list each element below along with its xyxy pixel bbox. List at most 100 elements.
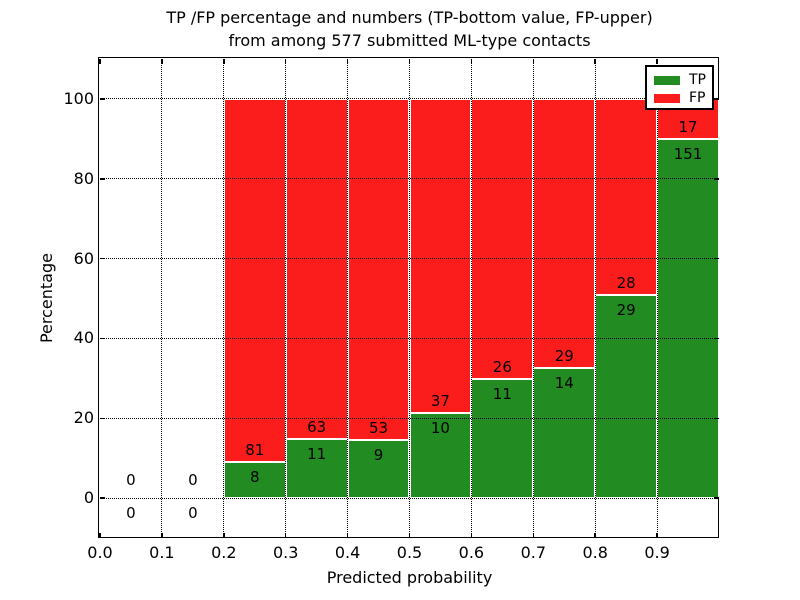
tp-count-label: 0 [188,504,198,523]
y-tick [100,178,105,180]
x-tick-label: 0.2 [211,543,237,562]
bar-tp-segment [347,440,410,499]
x-tick [594,533,596,538]
x-tick-label: 0.9 [644,543,670,562]
x-tick [532,533,535,538]
tp-count-label: 14 [554,374,574,393]
x-gridline [594,59,596,538]
legend-item-tp: TP [654,72,712,89]
bar-tp-segment [657,139,719,499]
x-tick-top [284,59,287,64]
x-tick [284,533,287,538]
fp-count-label: 28 [616,273,636,292]
x-tick-top [223,59,225,64]
fp-count-label: 63 [307,417,327,436]
legend-item-fp: FP [654,90,712,107]
tp-count-label: 10 [430,419,450,438]
y-tick [100,417,105,419]
y-tick-label: 0 [83,488,94,508]
y-tick-label: 60 [73,248,94,268]
y-tick-right [714,98,719,100]
y-tick [100,497,105,499]
bar-fp-segment [347,98,410,441]
tp-count-label: 11 [307,444,327,463]
bar-fp-segment [409,98,472,414]
legend-label-tp: TP [689,72,706,88]
bar-fp-segment [595,98,658,295]
x-tick [470,533,473,538]
x-gridline [223,59,225,538]
tp-count-label: 9 [373,446,384,465]
x-gridline [532,59,534,538]
fp-count-label: 37 [430,392,450,411]
y-tick-label: 80 [73,168,94,188]
x-tick-top [594,59,596,64]
bar-fp-segment [533,98,596,369]
fp-count-label: 0 [188,471,198,490]
legend: TP FP [645,65,714,110]
x-tick [656,533,658,538]
y-tick-right [714,417,719,419]
x-tick-top [470,59,473,64]
y-tick [100,337,105,340]
x-tick [223,533,225,538]
chart-title-line2: from among 577 submitted ML-type contact… [228,31,591,50]
bar-fp-segment [223,98,286,463]
bar-tp-segment [533,368,596,499]
x-tick-label: 0.7 [520,543,547,562]
tp-count-label: 0 [126,504,136,523]
x-tick-top [532,59,535,64]
y-tick-label: 20 [73,408,94,428]
x-tick-label: 0.6 [458,543,485,562]
tp-count-label: 11 [492,385,512,404]
y-tick-right [714,178,719,180]
y-tick-right [714,337,719,340]
x-tick [408,533,411,538]
tp-count-label: 151 [673,145,703,164]
x-tick-label: 0.8 [582,543,608,562]
y-tick-label: 100 [63,88,94,108]
x-tick [346,533,349,538]
y-tick-label: 40 [73,328,94,348]
x-axis-label: Predicted probability [326,568,493,587]
y-tick [100,257,105,260]
x-tick-top [656,59,658,64]
tp-count-label: 29 [616,300,636,319]
x-tick-top [161,59,163,64]
x-tick-label: 0.0 [87,543,113,562]
legend-swatch-fp-icon [654,94,680,103]
x-tick-label: 0.4 [334,543,361,562]
x-tick-label: 0.3 [272,543,299,562]
chart-title-line1: TP /FP percentage and numbers (TP-bottom… [166,8,653,27]
bar-tp-segment [595,294,658,499]
x-tick-top [408,59,411,64]
x-gridline [470,59,472,538]
bar-tp-segment [223,462,286,499]
x-gridline [347,59,349,538]
x-gridline [161,59,163,538]
fp-count-label: 29 [554,347,574,366]
fp-count-label: 26 [492,358,512,377]
chart-title: TP /FP percentage and numbers (TP-bottom… [100,6,719,52]
fp-count-label: 81 [245,441,265,460]
x-gridline [656,59,658,538]
x-gridline [409,59,410,538]
y-tick-right [714,497,719,499]
x-tick-label: 0.5 [396,543,423,562]
y-tick-right [714,257,719,260]
x-tick-top [99,59,101,64]
bar-fp-segment [285,98,348,439]
x-tick-top [346,59,349,64]
y-tick [100,98,105,100]
plot-area: Percentage Predicted probability TP FP 0… [37,59,719,587]
bar-fp-segment [471,98,534,380]
fp-count-label: 17 [678,118,698,137]
fp-count-label: 53 [368,419,389,438]
x-tick [99,533,101,538]
tp-count-label: 8 [249,468,260,487]
x-tick-label: 0.1 [149,543,175,562]
legend-swatch-tp-icon [654,76,680,85]
y-axis-label: Percentage [37,253,56,344]
x-tick [161,533,163,538]
